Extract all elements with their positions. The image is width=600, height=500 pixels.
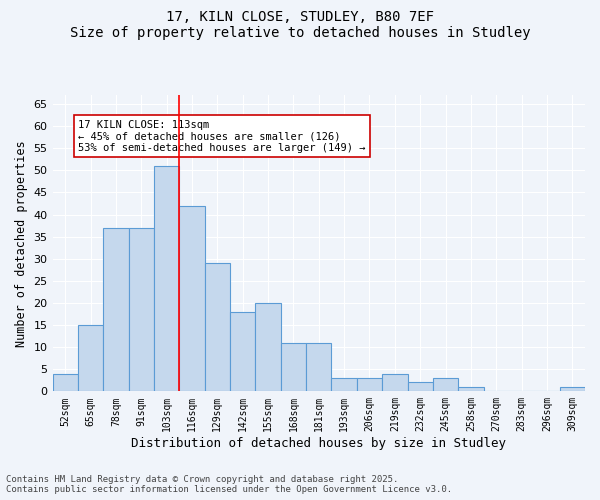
Bar xyxy=(128,228,154,392)
Bar xyxy=(306,342,331,392)
Y-axis label: Number of detached properties: Number of detached properties xyxy=(15,140,28,346)
Bar xyxy=(382,374,407,392)
Bar xyxy=(281,342,306,392)
Bar xyxy=(331,378,357,392)
Bar xyxy=(357,378,382,392)
Bar xyxy=(560,387,585,392)
Bar xyxy=(205,263,230,392)
Bar xyxy=(433,378,458,392)
Bar xyxy=(53,374,78,392)
Bar xyxy=(179,206,205,392)
Bar xyxy=(78,325,103,392)
Text: 17 KILN CLOSE: 113sqm
← 45% of detached houses are smaller (126)
53% of semi-det: 17 KILN CLOSE: 113sqm ← 45% of detached … xyxy=(78,120,365,152)
Bar xyxy=(103,228,128,392)
Bar xyxy=(230,312,256,392)
Text: Contains HM Land Registry data © Crown copyright and database right 2025.
Contai: Contains HM Land Registry data © Crown c… xyxy=(6,474,452,494)
X-axis label: Distribution of detached houses by size in Studley: Distribution of detached houses by size … xyxy=(131,437,506,450)
Bar xyxy=(407,382,433,392)
Text: 17, KILN CLOSE, STUDLEY, B80 7EF
Size of property relative to detached houses in: 17, KILN CLOSE, STUDLEY, B80 7EF Size of… xyxy=(70,10,530,40)
Bar xyxy=(154,166,179,392)
Bar xyxy=(458,387,484,392)
Bar xyxy=(256,303,281,392)
